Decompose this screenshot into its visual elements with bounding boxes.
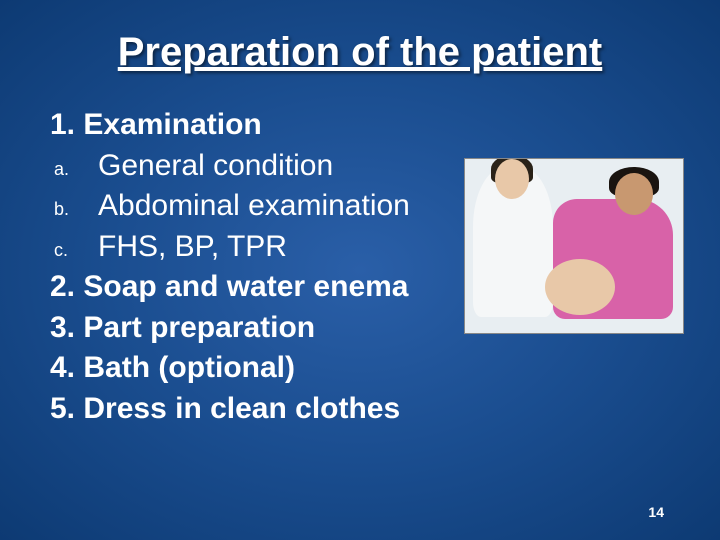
item-4-text: Bath (optional) [83,351,295,384]
sub-b-text: Abdominal examination [98,186,410,227]
item-2-text: Soap and water enema [83,270,408,303]
illustration-image [464,158,684,334]
item-1-text: Examination [83,108,261,141]
sub-c-text: FHS, BP, TPR [98,227,287,268]
item-3-num: 3. [50,311,75,344]
item-4: 4. Bath (optional) [50,348,670,389]
figure-left-head [495,159,529,199]
item-4-num: 4. [50,351,75,384]
figure-belly [545,259,615,315]
slide-container: Preparation of the patient 1. Examinatio… [0,0,720,540]
sub-a-text: General condition [98,146,333,187]
sub-a-marker: a. [50,157,98,181]
item-5: 5. Dress in clean clothes [50,389,670,430]
item-5-num: 5. [50,392,75,425]
figure-right-head [615,173,653,215]
sub-c-marker: c. [50,238,98,262]
item-3-text: Part preparation [83,311,315,344]
item-1-num: 1. [50,108,75,141]
sub-b-marker: b. [50,197,98,221]
page-number: 14 [648,504,664,520]
slide-title: Preparation of the patient [50,30,670,75]
item-5-text: Dress in clean clothes [83,392,400,425]
item-2-num: 2. [50,270,75,303]
image-inner [465,159,683,333]
item-1: 1. Examination [50,105,670,146]
